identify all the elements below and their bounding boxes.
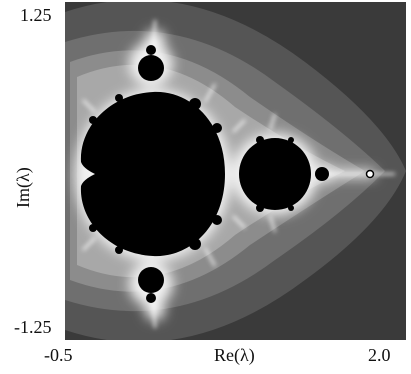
mandelbrot-svg (65, 2, 406, 340)
y-axis-min-label: -1.25 (14, 317, 52, 337)
x-axis-max-label: 2.0 (368, 345, 391, 365)
y-axis-title: Im(λ) (13, 167, 33, 208)
top-bulb (138, 55, 164, 81)
x-axis-min-label: -0.5 (44, 345, 73, 365)
x-axis-title: Re(λ) (214, 345, 255, 365)
main-cardioid (80, 91, 225, 257)
filaments (82, 19, 395, 329)
period-two-bulb (239, 138, 311, 210)
plot-area (65, 2, 406, 340)
bottom-bulb (138, 267, 164, 293)
y-axis-max-label: 1.25 (20, 5, 52, 25)
minibrot-point (365, 169, 375, 179)
mandelbrot-set (80, 45, 329, 303)
